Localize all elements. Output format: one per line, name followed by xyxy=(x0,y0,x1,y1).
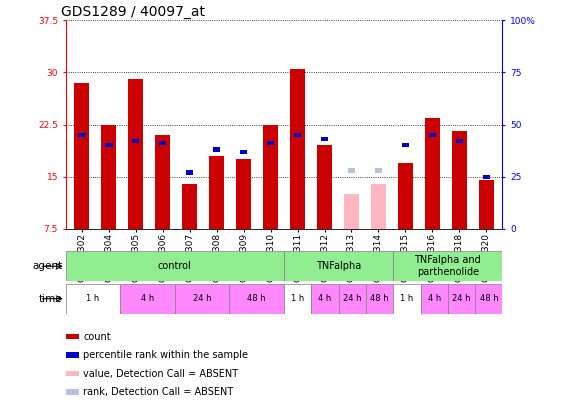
Bar xyxy=(159,141,166,145)
Text: 24 h: 24 h xyxy=(343,294,361,303)
Bar xyxy=(263,125,278,229)
Text: time: time xyxy=(39,294,63,304)
Bar xyxy=(398,163,413,229)
Bar xyxy=(66,284,120,314)
Text: 24 h: 24 h xyxy=(193,294,211,303)
Bar xyxy=(267,141,274,145)
Text: 48 h: 48 h xyxy=(480,294,498,303)
Bar xyxy=(375,168,382,173)
Bar xyxy=(102,125,116,229)
Text: GDS1289 / 40097_at: GDS1289 / 40097_at xyxy=(61,5,206,19)
Text: control: control xyxy=(158,261,192,271)
Bar xyxy=(475,284,502,314)
Bar xyxy=(66,334,79,339)
Bar xyxy=(186,171,194,175)
Bar xyxy=(393,251,502,281)
Bar xyxy=(321,137,328,141)
Text: TNFalpha and
parthenolide: TNFalpha and parthenolide xyxy=(415,256,481,277)
Text: 48 h: 48 h xyxy=(371,294,389,303)
Bar xyxy=(230,284,284,314)
Bar xyxy=(74,83,89,229)
Text: 1 h: 1 h xyxy=(291,294,304,303)
Bar xyxy=(240,149,247,154)
Bar xyxy=(429,133,436,137)
Bar xyxy=(479,180,494,229)
Bar xyxy=(213,147,220,151)
Bar xyxy=(66,389,79,395)
Bar xyxy=(284,284,311,314)
Text: 4 h: 4 h xyxy=(428,294,441,303)
Bar xyxy=(393,284,421,314)
Text: 48 h: 48 h xyxy=(247,294,266,303)
Text: 24 h: 24 h xyxy=(452,294,471,303)
Bar xyxy=(290,69,305,229)
Bar xyxy=(448,284,475,314)
Bar xyxy=(344,194,359,229)
Text: 4 h: 4 h xyxy=(141,294,154,303)
Text: percentile rank within the sample: percentile rank within the sample xyxy=(83,350,248,360)
Bar xyxy=(371,183,386,229)
Bar xyxy=(105,143,112,147)
Bar xyxy=(421,284,448,314)
Bar xyxy=(66,251,284,281)
Bar xyxy=(78,133,86,137)
Text: value, Detection Call = ABSENT: value, Detection Call = ABSENT xyxy=(83,369,238,379)
Bar xyxy=(452,132,467,229)
Bar xyxy=(294,133,301,137)
Bar xyxy=(175,284,230,314)
Bar xyxy=(402,143,409,147)
Bar xyxy=(317,145,332,229)
Text: 1 h: 1 h xyxy=(86,294,99,303)
Bar xyxy=(366,284,393,314)
Text: 4 h: 4 h xyxy=(319,294,332,303)
Bar xyxy=(311,284,339,314)
Bar xyxy=(66,371,79,376)
Bar xyxy=(182,183,197,229)
Bar xyxy=(155,135,170,229)
Bar xyxy=(236,159,251,229)
Bar xyxy=(132,139,139,143)
Text: TNFalpha: TNFalpha xyxy=(316,261,361,271)
Text: rank, Detection Call = ABSENT: rank, Detection Call = ABSENT xyxy=(83,387,234,397)
Bar xyxy=(128,79,143,229)
Bar xyxy=(120,284,175,314)
Bar xyxy=(348,168,355,173)
Bar xyxy=(339,284,366,314)
Text: agent: agent xyxy=(33,261,63,271)
Bar xyxy=(209,156,224,229)
Bar xyxy=(66,352,79,358)
Text: 1 h: 1 h xyxy=(400,294,413,303)
Bar xyxy=(456,139,463,143)
Text: count: count xyxy=(83,332,111,342)
Bar xyxy=(425,117,440,229)
Bar xyxy=(284,251,393,281)
Bar xyxy=(482,175,490,179)
